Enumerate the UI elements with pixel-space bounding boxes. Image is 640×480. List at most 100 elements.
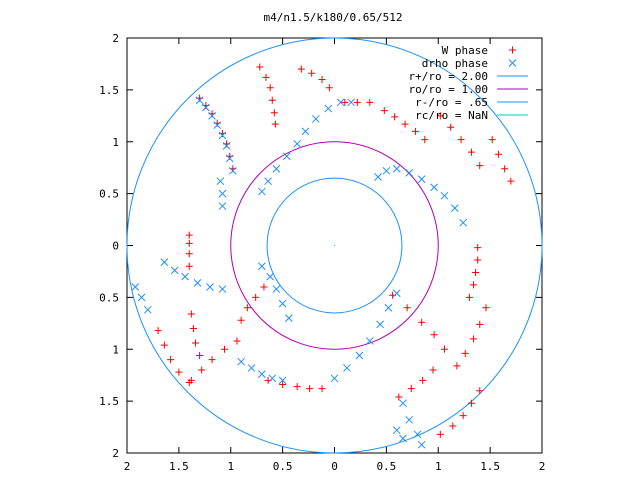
w-phase-point — [453, 362, 461, 370]
w-phase-point — [465, 293, 473, 301]
drho-phase-point — [382, 166, 391, 175]
w-phase-point — [252, 293, 260, 301]
w-phase-point — [436, 112, 444, 120]
legend-label: ro/ro = 1.00 — [409, 83, 488, 96]
w-phase-point — [436, 430, 444, 438]
w-phase-point — [380, 107, 388, 115]
w-phase-point — [271, 120, 279, 128]
drho-phase-point — [218, 202, 227, 210]
x-tick-label: 0 — [331, 460, 338, 473]
w-phase-point — [233, 337, 241, 345]
drho-phase-point — [417, 440, 426, 449]
w-phase-point — [429, 366, 437, 374]
w-phase-point — [472, 268, 480, 276]
drho-phase-point — [399, 399, 407, 408]
w-phase-point — [476, 320, 484, 328]
drho-phase-point — [508, 59, 517, 67]
w-phase-point — [185, 231, 193, 239]
x-tick-label: 0.5 — [273, 460, 293, 473]
w-phase-point — [308, 69, 316, 77]
w-phase-point — [306, 385, 314, 393]
drho-phase-point — [228, 166, 237, 175]
drho-phase-point — [450, 204, 459, 213]
w-phase-point — [474, 244, 482, 252]
w-phase-point — [407, 385, 415, 393]
drho-phase-point — [284, 314, 293, 322]
drho-phase-point — [170, 266, 179, 275]
w-phase-point — [185, 262, 193, 270]
w-phase-point — [419, 376, 427, 384]
drho-phase-point — [405, 415, 414, 424]
w-phase-point — [221, 345, 229, 353]
w-phase-point — [279, 381, 287, 389]
drho-phase-point — [301, 127, 310, 136]
drho-phase-point — [336, 98, 345, 107]
drho-phase-point — [222, 142, 231, 150]
w-phase-point — [262, 73, 270, 81]
drho-phase-point — [160, 258, 169, 266]
w-phase-point — [198, 366, 206, 374]
drho-phase-point — [216, 177, 225, 186]
y-tick-label: 0.5 — [99, 188, 119, 201]
w-phase-point — [482, 304, 490, 312]
drho-phase-point — [374, 173, 382, 181]
drho-phase-point — [282, 152, 291, 161]
center-point — [333, 244, 336, 247]
drho-phase-point — [392, 426, 401, 435]
legend-label: drho phase — [422, 57, 488, 70]
drho-phase-point — [225, 154, 234, 163]
y-tick-label: 1.5 — [99, 395, 119, 408]
w-phase-point — [418, 318, 426, 326]
legend-label: W phase — [442, 44, 488, 57]
w-phase-point — [268, 96, 276, 104]
w-phase-point — [421, 136, 429, 144]
drho-phase-point — [324, 104, 333, 113]
w-phase-point — [366, 98, 374, 106]
w-phase-point — [467, 399, 475, 407]
w-phase-point — [256, 63, 264, 71]
w-phase-point — [476, 387, 484, 395]
w-phase-point — [160, 341, 168, 349]
drho-phase-point — [208, 111, 216, 120]
y-tick-label: 0 — [112, 240, 119, 253]
drho-phase-point — [218, 131, 227, 140]
drho-phase-point — [278, 299, 287, 308]
drho-phase-point — [237, 357, 245, 366]
w-phase-point — [196, 351, 204, 359]
w-phase-point — [243, 304, 251, 312]
x-tick-label: 2 — [539, 460, 546, 473]
w-phase-point — [167, 356, 175, 364]
drho-phase-point — [392, 289, 401, 298]
w-phase-point — [470, 335, 478, 343]
circle-ro — [230, 141, 439, 350]
drho-phase-point — [218, 285, 227, 293]
y-tick-label: 2 — [112, 447, 119, 460]
drho-phase-point — [258, 262, 266, 271]
w-phase-point — [449, 422, 457, 430]
w-phase-point — [403, 304, 411, 312]
drho-phase-point — [311, 115, 320, 123]
drho-phase-point — [343, 364, 351, 372]
w-phase-point — [270, 109, 278, 117]
w-phase-point — [501, 165, 509, 173]
w-phase-point — [457, 136, 465, 144]
data-points — [131, 63, 515, 449]
legend-label: rc/ro = NaN — [415, 109, 488, 122]
x-tick-label: 2 — [124, 460, 131, 473]
drho-phase-point — [213, 121, 222, 130]
drho-phase-point — [218, 189, 227, 198]
w-phase-point — [187, 310, 195, 318]
drho-phase-point — [399, 434, 407, 443]
w-phase-point — [341, 98, 349, 106]
w-phase-point — [461, 349, 469, 357]
y-tick-label: 1 — [112, 343, 119, 356]
w-phase-point — [470, 281, 478, 289]
drho-phase-point — [278, 376, 287, 385]
w-phase-point — [266, 84, 274, 92]
w-phase-point — [488, 136, 496, 144]
w-phase-point — [260, 283, 268, 291]
w-phase-point — [494, 150, 502, 158]
drho-phase-point — [272, 285, 281, 293]
w-phase-point — [191, 339, 199, 347]
drho-phase-point — [201, 103, 210, 112]
